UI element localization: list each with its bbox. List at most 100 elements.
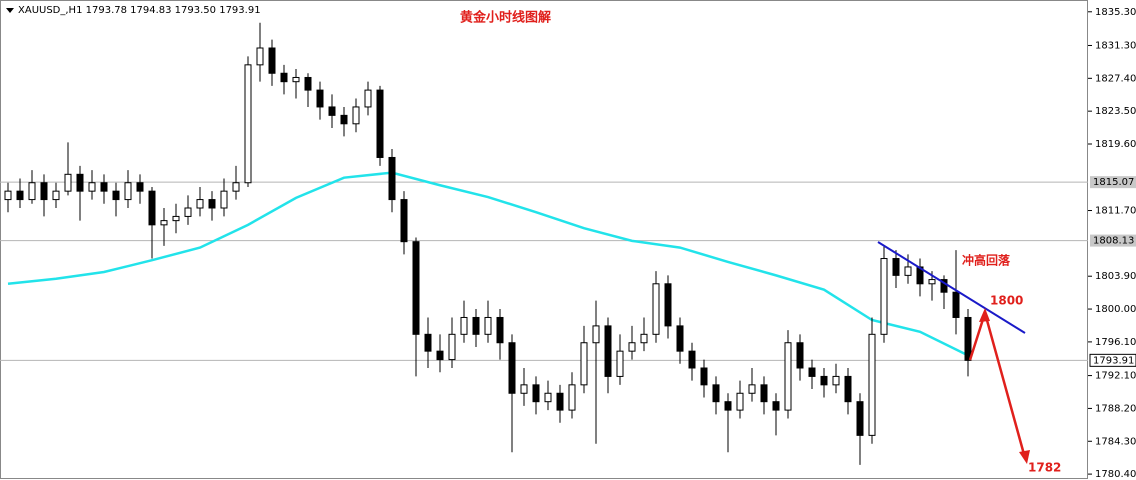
candle-body [736, 392, 744, 411]
plot-area [0, 22, 1088, 465]
candle-body [400, 199, 408, 243]
chart-title: 黄金小时线图解 [460, 10, 551, 26]
candle-body [4, 190, 12, 201]
candle-body [412, 241, 420, 335]
candle-body [868, 333, 876, 436]
candle-body [136, 182, 144, 192]
candle-body [844, 375, 852, 403]
candle-body [808, 367, 816, 377]
y-tick-label: 1823.50 [1095, 106, 1136, 117]
candle-body [580, 342, 588, 386]
candle-body [352, 106, 360, 125]
y-tick-label: 1796.10 [1095, 337, 1136, 348]
candle-body [88, 182, 96, 192]
candle-body [688, 350, 696, 369]
annotation: 冲高回落 [962, 253, 1011, 268]
candle-body [220, 190, 228, 209]
chart-header: XAUUSD_,H1 1793.78 1794.83 1793.50 1793.… [18, 5, 261, 16]
annotation: 1800 [990, 294, 1023, 308]
candle-body [28, 182, 36, 201]
candle-body [292, 76, 300, 83]
candle-body [484, 316, 492, 335]
y-tick-label: 1788.20 [1095, 403, 1136, 414]
candle-body [256, 47, 264, 66]
candle-body [364, 89, 372, 108]
y-tick-label: 1780.40 [1095, 469, 1136, 480]
candle-body [712, 384, 720, 403]
candle-body [796, 342, 804, 369]
candle-body [304, 76, 312, 91]
y-tick-label: 1827.40 [1095, 73, 1136, 84]
candle-body [316, 89, 324, 108]
level-label-box [1089, 353, 1136, 367]
candle-body [628, 342, 636, 352]
candle-body [460, 316, 468, 335]
candle-body [640, 333, 648, 344]
candle-body [100, 182, 108, 192]
candle-body [604, 325, 612, 377]
candle-body [448, 333, 456, 361]
level-label: 1808.13 [1093, 236, 1134, 247]
candle-body [616, 350, 624, 377]
candle-body [568, 384, 576, 411]
candle-body [328, 106, 336, 116]
candle-body [496, 316, 504, 344]
candle-body [928, 279, 936, 285]
candle-body [76, 173, 84, 192]
candle-body [892, 258, 900, 276]
candle-body [112, 190, 120, 201]
candle-body [820, 375, 828, 386]
candle-body [832, 375, 840, 386]
candle-body [280, 72, 288, 83]
candle-body [964, 316, 972, 361]
candle-body [676, 325, 684, 352]
candle-body [880, 258, 888, 335]
candle-body [952, 291, 960, 318]
y-tick-label: 1811.70 [1095, 206, 1136, 217]
arrow-head [1019, 450, 1030, 464]
candle-body [148, 190, 156, 226]
candle-body [748, 384, 756, 394]
arrow-head [979, 308, 990, 322]
candle-body [16, 190, 24, 201]
candle-body [424, 333, 432, 352]
candle-body [592, 325, 600, 344]
moving-average [7, 171, 969, 357]
candle-body [232, 182, 240, 192]
annotation: 1782 [1028, 461, 1061, 475]
candle-body [64, 173, 72, 192]
candle-body [856, 401, 864, 436]
candle-body [760, 384, 768, 403]
candle-body [208, 199, 216, 209]
candle-body [472, 316, 480, 335]
candle-body [124, 182, 132, 201]
candle-body [388, 156, 396, 201]
level-label: 1815.07 [1093, 177, 1134, 188]
level-label: 1793.91 [1093, 355, 1134, 366]
candle-body [340, 114, 348, 125]
trend-line [877, 241, 1026, 334]
candle-body [52, 190, 60, 201]
y-tick-label: 1835.30 [1095, 7, 1136, 18]
candle-body [784, 342, 792, 411]
candle-body [544, 392, 552, 403]
candle-body [700, 367, 708, 386]
candle-body [724, 401, 732, 411]
candle-body [532, 384, 540, 403]
candle-body [268, 47, 276, 74]
candle-body [376, 89, 384, 158]
candle-body [904, 266, 912, 276]
y-tick-label: 1800.00 [1095, 304, 1136, 315]
candle-body [940, 279, 948, 293]
y-tick-label: 1831.30 [1095, 40, 1136, 51]
candle-body [436, 350, 444, 361]
y-tick-label: 1819.60 [1095, 139, 1136, 150]
candle-body [40, 182, 48, 201]
y-tick-label: 1792.10 [1095, 371, 1136, 382]
candle-body [520, 384, 528, 394]
candle-body [172, 215, 180, 222]
candle-body [508, 342, 516, 394]
candle-body [772, 401, 780, 411]
candle-body [184, 207, 192, 217]
